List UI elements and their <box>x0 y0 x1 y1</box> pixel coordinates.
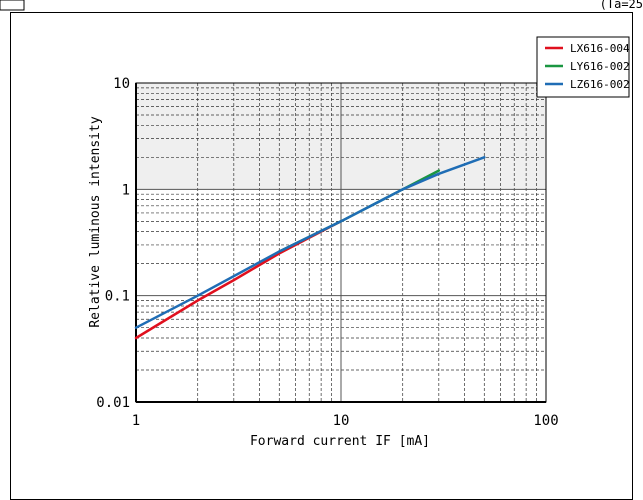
x-axis-label: Forward current IF [mA] <box>250 434 430 449</box>
y-axis-label: Relative luminous intensity <box>88 116 103 327</box>
y-tick-label: 0.01 <box>96 395 130 411</box>
legend-label: LZ616-002 <box>570 78 630 91</box>
header-box-icon <box>0 0 25 11</box>
legend-label: LY616-002 <box>570 60 630 73</box>
x-tick-label: 1 <box>132 413 140 429</box>
y-tick-label: 10 <box>113 76 130 92</box>
y-tick-label: 0.1 <box>105 289 130 305</box>
header-right-text: (Ta=25 <box>600 0 643 11</box>
legend-label: LX616-004 <box>570 42 630 55</box>
x-tick-label: 10 <box>333 413 350 429</box>
y-tick-label: 1 <box>122 182 130 198</box>
series-line-LX616-004 <box>134 220 343 340</box>
series-line-LZ616-002 <box>134 156 486 329</box>
x-tick-label: 100 <box>533 413 558 429</box>
